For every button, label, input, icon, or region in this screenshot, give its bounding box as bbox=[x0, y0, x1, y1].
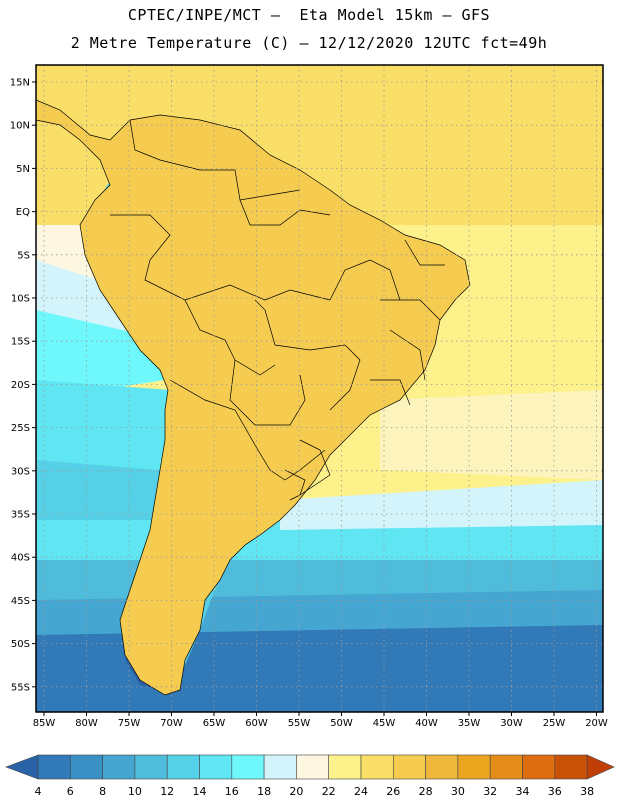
colorbar-label: 20 bbox=[289, 785, 303, 798]
latitude-labels: 15N 10N 5N EQ 5S 10S 15S 20S 25S 30S 35S 40S 45S 50S 5… bbox=[10, 78, 36, 693]
colorbar-label: 10 bbox=[128, 785, 142, 798]
colorbar-label: 14 bbox=[193, 785, 207, 798]
lat-label: 55S bbox=[11, 682, 30, 693]
lat-label: 25S bbox=[11, 423, 30, 434]
colorbar-swatch bbox=[70, 754, 103, 780]
longitude-labels: 85W 80W 75W 70W 65W 60W 55W 50W 45W 40W 35W 30W 25W 2… bbox=[33, 712, 608, 729]
lat-label: 40S bbox=[11, 553, 30, 564]
colorbar-label: 32 bbox=[483, 785, 497, 798]
colorbar-swatch bbox=[263, 754, 297, 780]
lon-label: 20W bbox=[585, 718, 608, 729]
lon-label: 50W bbox=[330, 718, 353, 729]
lat-label: 5N bbox=[16, 164, 30, 175]
colorbar-labels: 4 6 8 10 12 14 16 18 20 22 24 26 28 30 32 34 36 38 bbox=[35, 785, 595, 798]
colorbar-label: 18 bbox=[257, 785, 271, 798]
colorbar-label: 38 bbox=[580, 785, 594, 798]
chart-title: CPTEC/INPE/MCT – Eta Model 15km – GFS bbox=[127, 6, 491, 24]
colorbar bbox=[5, 754, 615, 780]
colorbar-left-arrow bbox=[5, 754, 39, 780]
lon-label: 25W bbox=[543, 718, 566, 729]
lon-label: 45W bbox=[373, 718, 396, 729]
lon-label: 85W bbox=[33, 718, 56, 729]
colorbar-label: 24 bbox=[354, 785, 368, 798]
colorbar-swatch bbox=[37, 754, 71, 780]
lat-label: 15N bbox=[10, 78, 30, 89]
colorbar-label: 36 bbox=[548, 785, 562, 798]
lon-label: 60W bbox=[245, 718, 268, 729]
colorbar-swatch bbox=[360, 754, 394, 780]
colorbar-label: 6 bbox=[67, 785, 74, 798]
lon-label: 80W bbox=[75, 718, 98, 729]
colorbar-swatch bbox=[554, 754, 588, 780]
colorbar-right-arrow bbox=[586, 754, 615, 780]
colorbar-swatch bbox=[102, 754, 136, 780]
colorbar-label: 4 bbox=[35, 785, 42, 798]
lon-label: 55W bbox=[288, 718, 311, 729]
country-borders bbox=[36, 99, 471, 696]
colorbar-swatch bbox=[522, 754, 556, 780]
lon-label: 40W bbox=[415, 718, 438, 729]
colorbar-swatch bbox=[166, 754, 200, 780]
colorbar-label: 12 bbox=[160, 785, 174, 798]
lat-label: 50S bbox=[11, 639, 30, 650]
colorbar-label: 30 bbox=[451, 785, 465, 798]
lon-label: 75W bbox=[118, 718, 141, 729]
temperature-field bbox=[36, 65, 603, 712]
lon-label: 65W bbox=[203, 718, 226, 729]
colorbar-swatch bbox=[425, 754, 459, 780]
colorbar-label: 34 bbox=[516, 785, 530, 798]
colorbar-label: 28 bbox=[419, 785, 433, 798]
chart-subtitle: 2 Metre Temperature (C) – 12/12/2020 12U… bbox=[70, 34, 548, 52]
colorbar-label: 22 bbox=[322, 785, 336, 798]
colorbar-swatch bbox=[392, 754, 426, 780]
colorbar-swatch bbox=[199, 754, 233, 780]
lon-label: 30W bbox=[500, 718, 523, 729]
lon-label: 35W bbox=[458, 718, 481, 729]
colorbar-swatch bbox=[296, 754, 329, 780]
colorbar-swatch bbox=[231, 754, 265, 780]
lat-label: 20S bbox=[11, 380, 30, 391]
lat-label: 35S bbox=[11, 510, 30, 521]
colorbar-swatch bbox=[489, 754, 523, 780]
colorbar-swatch bbox=[457, 754, 491, 780]
colorbar-swatch bbox=[134, 754, 168, 780]
colorbar-swatch bbox=[328, 754, 362, 780]
lat-label: EQ bbox=[16, 207, 30, 218]
lat-label: 45S bbox=[11, 596, 30, 607]
lat-label: 30S bbox=[11, 466, 30, 477]
lat-label: 5S bbox=[17, 250, 30, 261]
lat-label: 10S bbox=[11, 294, 30, 305]
lat-label: 10N bbox=[10, 121, 30, 132]
lat-label: 15S bbox=[11, 337, 30, 348]
colorbar-label: 26 bbox=[386, 785, 400, 798]
map-frame bbox=[35, 64, 604, 713]
colorbar-label: 16 bbox=[225, 785, 239, 798]
lon-label: 70W bbox=[160, 718, 183, 729]
colorbar-label: 8 bbox=[99, 785, 106, 798]
